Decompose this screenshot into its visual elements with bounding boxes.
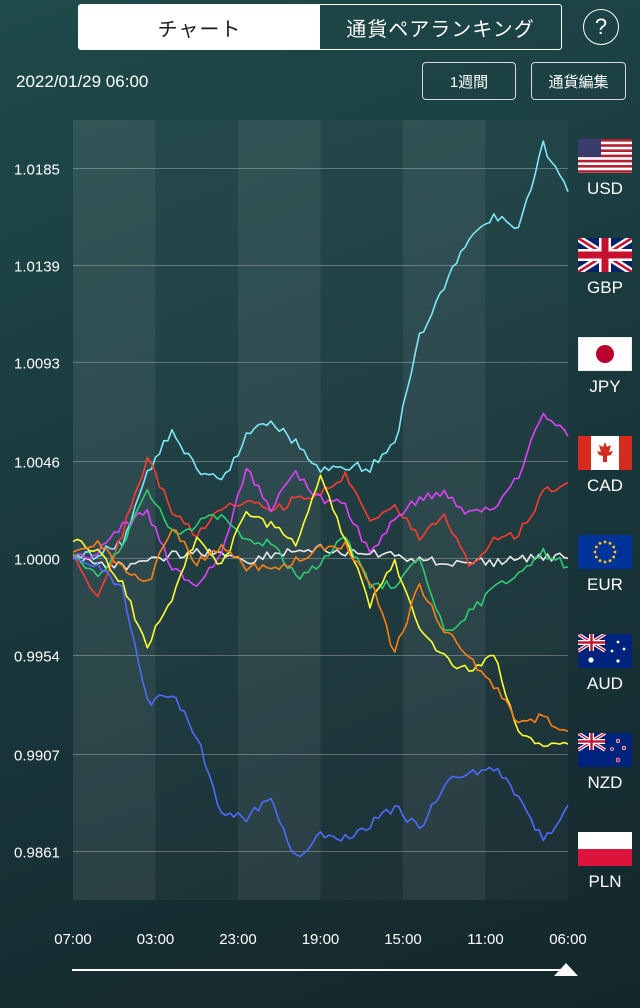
currency-strength-chart: 1.0185 1.0139 1.0093 1.0046 1.0000 0.9954 0.99…: [14, 120, 587, 948]
help-button[interactable]: ?: [583, 9, 619, 45]
legend-label-pln: PLN: [588, 872, 622, 891]
time-band: [73, 120, 156, 900]
series-line-eur: [72, 488, 569, 632]
x-tick-label: 19:00: [302, 931, 340, 948]
x-tick-label: 03:00: [137, 931, 175, 948]
question-mark-icon: ?: [594, 14, 608, 39]
y-tick-label: 1.0000: [14, 551, 60, 568]
view-tabs: チャート 通貨ペアランキング: [78, 4, 562, 50]
series-line-usd: [72, 140, 569, 561]
series-line-cad: [72, 412, 569, 587]
legend-item-eur[interactable]: EUR: [576, 535, 634, 607]
series-lines: [72, 140, 569, 858]
time-band: [486, 120, 569, 900]
period-button[interactable]: 1週間: [422, 62, 516, 100]
uk-flag-icon: [578, 238, 632, 272]
y-tick-label: 0.9861: [14, 845, 60, 862]
tab-pair-ranking[interactable]: 通貨ペアランキング: [346, 18, 535, 41]
x-tick-label: 06:00: [549, 931, 587, 948]
japan-flag-icon: [578, 337, 632, 371]
legend-label-usd: USD: [587, 179, 623, 198]
y-tick-label: 1.0185: [14, 161, 60, 178]
legend-item-usd[interactable]: USD: [576, 139, 634, 211]
legend-label-jpy: JPY: [589, 377, 621, 396]
y-tick-label: 1.0139: [14, 258, 60, 275]
y-tick-label: 0.9954: [14, 648, 60, 665]
us-flag-icon: [578, 139, 632, 173]
australia-flag-icon: [578, 634, 632, 668]
legend-item-cad[interactable]: CAD: [576, 436, 634, 508]
legend-label-aud: AUD: [587, 674, 623, 693]
legend-item-jpy[interactable]: JPY: [576, 337, 634, 409]
legend-item-aud[interactable]: AUD: [576, 634, 634, 706]
chart-gridlines: [73, 167, 568, 853]
chart-timestamp: 2022/01/29 06:00: [16, 72, 149, 91]
legend-item-gbp[interactable]: GBP: [576, 238, 634, 310]
series-line-pln: [72, 557, 569, 858]
y-axis-tick-labels: 1.0185 1.0139 1.0093 1.0046 1.0000 0.9954 0.99…: [14, 161, 60, 861]
time-band: [238, 120, 321, 900]
time-band: [156, 120, 239, 900]
x-axis-tick-labels: 07:00 03:00 23:00 19:00 15:00 11:00 06:00: [54, 931, 587, 948]
series-line-nzd: [72, 528, 569, 733]
x-tick-label: 11:00: [467, 931, 503, 948]
x-tick-label: 15:00: [384, 931, 422, 948]
legend-label-cad: CAD: [587, 476, 623, 495]
y-tick-label: 1.0046: [14, 455, 60, 472]
new-zealand-flag-icon: [578, 733, 632, 767]
legend-item-nzd[interactable]: NZD: [576, 733, 634, 805]
y-tick-label: 0.9907: [14, 748, 60, 765]
eu-flag-icon: [578, 535, 632, 569]
poland-flag-icon: [578, 832, 632, 866]
series-line-aud: [72, 474, 569, 748]
time-range-slider[interactable]: [72, 960, 582, 990]
legend-label-eur: EUR: [587, 575, 623, 594]
y-tick-label: 1.0093: [14, 355, 60, 372]
legend-item-pln[interactable]: PLN: [576, 832, 634, 904]
canada-flag-icon: [578, 436, 632, 470]
tab-chart[interactable]: チャート: [79, 5, 320, 49]
legend-label-gbp: GBP: [587, 278, 623, 297]
x-tick-label: 07:00: [54, 931, 92, 948]
x-tick-label: 23:00: [219, 931, 257, 948]
slider-handle[interactable]: [554, 963, 578, 976]
legend-label-nzd: NZD: [587, 773, 623, 792]
edit-currencies-button[interactable]: 通貨編集: [531, 62, 626, 100]
